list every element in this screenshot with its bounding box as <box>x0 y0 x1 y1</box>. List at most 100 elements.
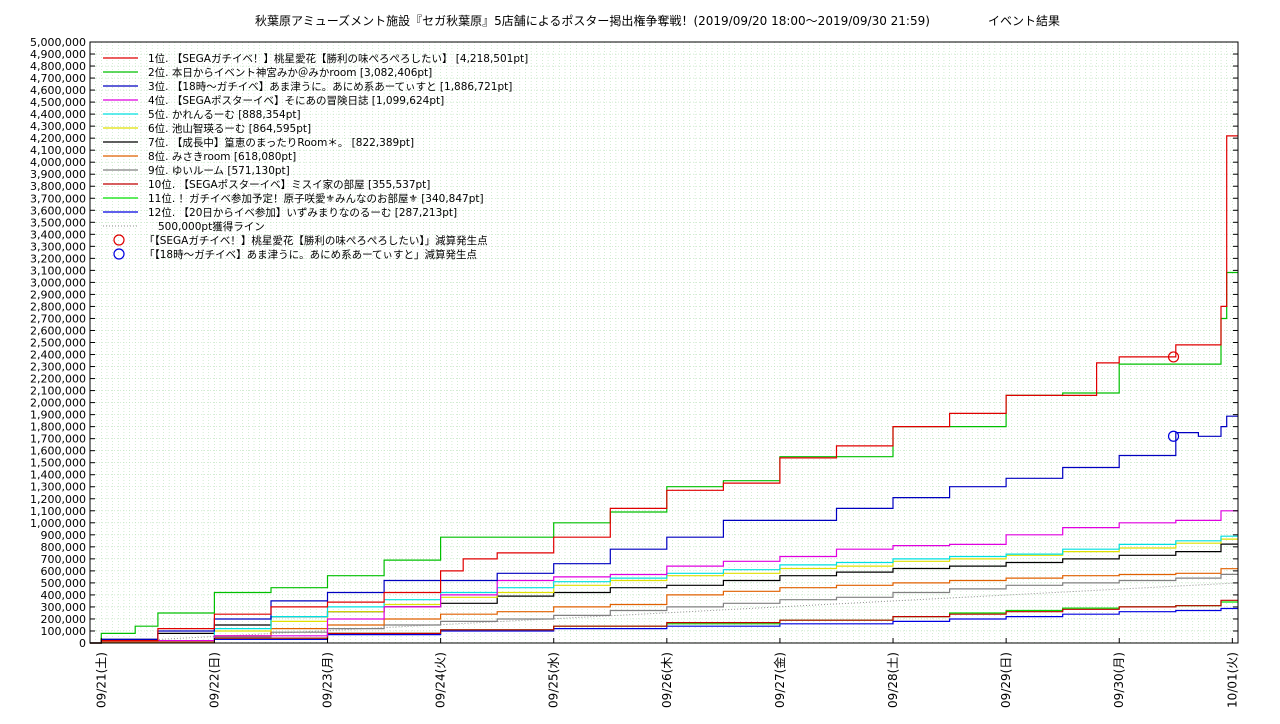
y-tick-label: 1,500,000 <box>30 457 86 470</box>
y-tick-label: 2,000,000 <box>30 397 86 410</box>
legend-label-4: 4位. 【SEGAポスターイベ】そにあの冒険日誌 [1,099,624pt] <box>148 94 444 107</box>
y-tick-label: 1,900,000 <box>30 409 86 422</box>
y-tick-label: 2,800,000 <box>30 300 86 313</box>
y-tick-label: 1,100,000 <box>30 505 86 518</box>
y-tick-label: 4,600,000 <box>30 84 86 97</box>
series-line-8 <box>90 568 1238 644</box>
y-tick-label: 4,900,000 <box>30 48 86 61</box>
y-tick-label: 3,400,000 <box>30 228 86 241</box>
y-tick-label: 1,600,000 <box>30 445 86 458</box>
legend-marker-annotation-1 <box>113 234 125 246</box>
series-line-9 <box>90 573 1238 644</box>
annotation-marker-2 <box>1167 430 1180 442</box>
y-tick-label: 1,000,000 <box>30 517 86 530</box>
y-tick-label: 3,300,000 <box>30 240 86 253</box>
y-tick-label: 700,000 <box>41 553 87 566</box>
x-tick-label: 10/01(火) <box>1225 652 1239 708</box>
y-axis: 0100,000200,000300,000400,000500,000600,… <box>30 36 1238 650</box>
series-line-1 <box>90 135 1238 644</box>
y-tick-label: 4,500,000 <box>30 96 86 109</box>
y-tick-label: 2,500,000 <box>30 337 86 350</box>
x-tick-label: 09/21(土) <box>94 652 108 708</box>
reference-line <box>89 582 1239 644</box>
y-tick-label: 3,600,000 <box>30 204 86 217</box>
series-line-4 <box>90 510 1238 644</box>
y-tick-label: 4,400,000 <box>30 108 86 121</box>
x-tick-label: 09/25(水) <box>547 652 561 708</box>
y-tick-label: 4,300,000 <box>30 120 86 133</box>
series-line-12 <box>90 607 1238 644</box>
legend-label-10: 10位. 【SEGAポスターイベ】ミスイ家の部屋 [355,537pt] <box>148 178 430 191</box>
y-tick-label: 3,900,000 <box>30 168 86 181</box>
y-tick-label: 2,200,000 <box>30 373 86 386</box>
legend-label-5: 5位. かれんるーむ [888,354pt] <box>148 108 301 121</box>
y-tick-label: 2,700,000 <box>30 312 86 325</box>
x-tick-label: 09/22(日) <box>207 652 221 708</box>
chart-subtitle: イベント結果 <box>988 14 1060 28</box>
y-tick-label: 5,000,000 <box>30 36 86 49</box>
y-tick-label: 2,900,000 <box>30 288 86 301</box>
legend-label-reference: 500,000pt獲得ライン <box>158 220 265 233</box>
y-tick-label: 400,000 <box>41 589 87 602</box>
x-tick-label: 09/23(月) <box>321 652 335 708</box>
y-tick-label: 1,800,000 <box>30 421 86 434</box>
y-tick-label: 200,000 <box>41 613 87 626</box>
legend-label-7: 7位. 【成長中】篁恵のまったりRoom＊。 [822,389pt] <box>148 136 414 149</box>
legend-label-12: 12位. 【20日からイベ参加】いずみまりなのるーむ [287,213pt] <box>148 206 457 219</box>
y-tick-label: 1,300,000 <box>30 481 86 494</box>
legend-label-8: 8位. みさきroom [618,080pt] <box>148 150 296 163</box>
x-axis: 09/21(土) 09/22(日) 09/23(月) 09/24(火) 09/25(水)… <box>94 638 1239 708</box>
reference-line-layer <box>89 582 1239 644</box>
y-tick-label: 4,700,000 <box>30 72 86 85</box>
y-tick-label: 1,400,000 <box>30 469 86 482</box>
x-tick-label: 09/26(木) <box>660 652 674 708</box>
series-line-10 <box>90 599 1238 644</box>
x-tick-label: 09/30(月) <box>1112 652 1126 708</box>
x-tick-label: 09/27(金) <box>772 652 787 708</box>
chart-title: 秋葉原アミューズメント施設『セガ秋葉原』5店舗によるポスター掲出権争奪戦！(20… <box>255 13 930 28</box>
legend-label-annotation-2: 「【18時〜ガチイベ】あま津うに。あにめ系あーてぃすと」減算発生点 <box>144 248 477 261</box>
y-tick-label: 1,200,000 <box>30 493 86 506</box>
legend-label-2: 2位. 本日からイベント神宮みか＠みかroom [3,082,406pt] <box>148 66 432 79</box>
y-tick-label: 3,700,000 <box>30 192 86 205</box>
y-tick-label: 100,000 <box>41 625 87 638</box>
series-line-2 <box>90 271 1238 644</box>
legend-marker-annotation-2 <box>113 248 125 260</box>
annotation-layer <box>1167 351 1180 442</box>
legend-label-6: 6位. 池山智瑛るーむ [864,595pt] <box>148 122 311 135</box>
legend-label-1: 1位. 【SEGAガチイベ！】桃星愛花【勝利の味ぺろぺろしたい】 [4,218,… <box>148 52 528 65</box>
legend-label-11: 11位. ！ガチイベ参加予定！原子咲愛⚜みんなのお部屋⚜ [340,847pt] <box>148 192 484 205</box>
series-line-6 <box>90 538 1238 644</box>
x-tick-label: 09/24(火) <box>434 652 448 708</box>
y-tick-label: 2,600,000 <box>30 324 86 337</box>
annotation-marker-1 <box>1167 351 1180 363</box>
y-tick-label: 800,000 <box>41 541 87 554</box>
y-tick-label: 4,000,000 <box>30 156 86 169</box>
y-tick-label: 3,500,000 <box>30 216 86 229</box>
y-tick-label: 4,100,000 <box>30 144 86 157</box>
legend-label-9: 9位. ゆいルーム [571,130pt] <box>148 164 290 177</box>
y-tick-label: 3,800,000 <box>30 180 86 193</box>
series-line-5 <box>90 535 1238 644</box>
y-tick-label: 300,000 <box>41 601 87 614</box>
x-tick-label: 09/29(日) <box>999 652 1013 708</box>
y-tick-label: 2,300,000 <box>30 361 86 374</box>
y-tick-label: 4,200,000 <box>30 132 86 145</box>
series-layer <box>90 135 1238 644</box>
y-tick-label: 500,000 <box>41 577 87 590</box>
y-tick-label: 600,000 <box>41 565 87 578</box>
legend-label-3: 3位. 【18時〜ガチイベ】あま津うに。あにめ系あーてぃすと [1,886,72… <box>148 80 512 93</box>
y-tick-label: 1,700,000 <box>30 433 86 446</box>
y-tick-label: 3,200,000 <box>30 252 86 265</box>
y-tick-label: 3,100,000 <box>30 264 86 277</box>
legend-label-annotation-1: 「【SEGAガチイベ！】桃星愛花【勝利の味ぺろぺろしたい】」減算発生点 <box>144 234 488 247</box>
y-tick-label: 0 <box>79 637 86 650</box>
y-tick-label: 2,400,000 <box>30 349 86 362</box>
y-tick-label: 4,800,000 <box>30 60 86 73</box>
grid-layer <box>89 41 1239 644</box>
y-tick-label: 2,100,000 <box>30 385 86 398</box>
y-tick-label: 900,000 <box>41 529 87 542</box>
legend: 1位. 【SEGAガチイベ！】桃星愛花【勝利の味ぺろぺろしたい】 [4,218,… <box>103 52 528 261</box>
